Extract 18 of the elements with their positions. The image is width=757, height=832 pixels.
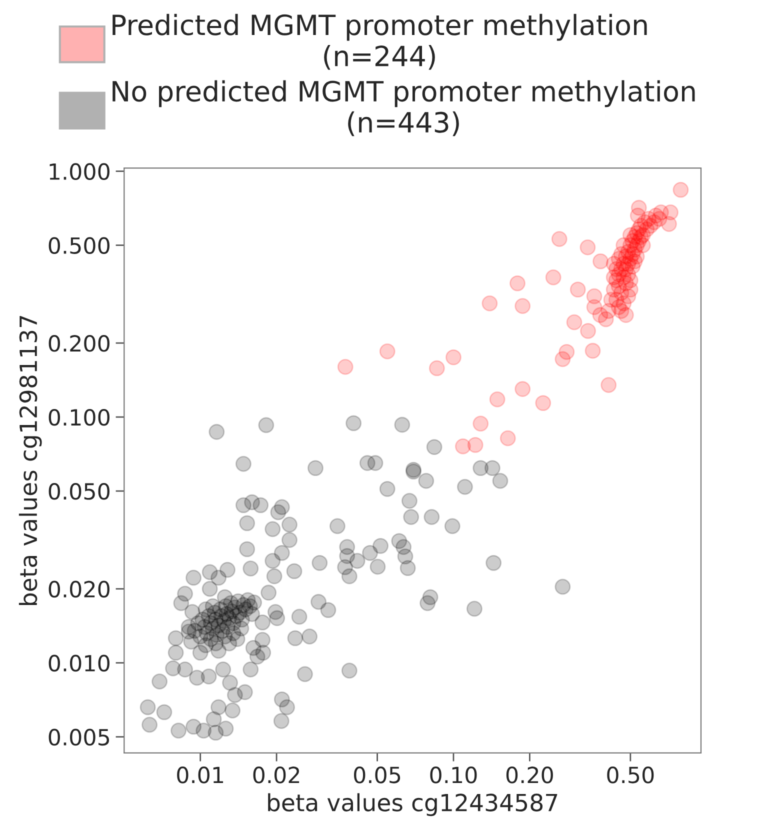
y-tick-label: 0.005 bbox=[48, 728, 110, 746]
x-tick-label: 0.05 bbox=[354, 766, 400, 784]
y-tick-label: 0.500 bbox=[48, 237, 110, 254]
legend-label: Predicted MGMT promoter methylation (n=244) bbox=[112, 14, 647, 70]
y-tick-label: 0.050 bbox=[48, 482, 110, 500]
legend-label: No predicted MGMT promoter methylation (n=443) bbox=[112, 80, 695, 136]
y-tick-label: 0.020 bbox=[48, 580, 110, 598]
x-tick-label: 0.02 bbox=[253, 766, 300, 784]
x-tick-label: 0.50 bbox=[607, 766, 654, 784]
x-tick-label: 0.10 bbox=[430, 766, 477, 784]
y-tick-label: 0.100 bbox=[48, 408, 110, 426]
x-axis-title: beta values cg12434587 bbox=[268, 793, 558, 816]
x-tick-label: 0.20 bbox=[506, 766, 553, 784]
y-tick-label: 1.000 bbox=[50, 163, 110, 180]
y-axis-title: beta values cg12981137 bbox=[18, 316, 42, 605]
y-tick-label: 0.200 bbox=[48, 334, 110, 352]
x-tick-label: 0.01 bbox=[177, 766, 224, 784]
y-tick-label: 0.010 bbox=[48, 654, 110, 672]
